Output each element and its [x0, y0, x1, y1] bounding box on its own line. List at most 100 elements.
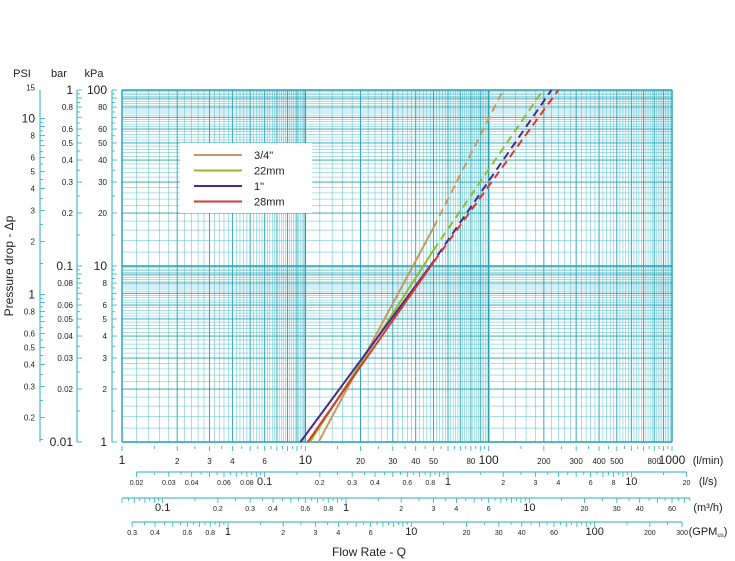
y-tick-label: 0.4	[62, 156, 74, 165]
y-tick-label: 5	[31, 167, 36, 176]
x-axis-title: Flow Rate - Q	[332, 545, 406, 559]
x-tick-label: 0.8	[425, 480, 435, 487]
y-tick-label: 8	[31, 131, 36, 140]
y-tick-label: 0.01	[50, 435, 74, 449]
x-tick-label: 500	[610, 457, 624, 466]
x-tick-label: 60	[668, 506, 676, 513]
series-line-solid	[306, 261, 435, 443]
x-tick-label: 300	[676, 530, 688, 537]
x-tick-label: 0.1	[155, 502, 170, 514]
y-axis-unit-label: kPa	[85, 68, 105, 80]
x-tick-label: 30	[613, 506, 621, 513]
x-tick-label: 6	[487, 506, 491, 513]
y-tick-label: 0.03	[57, 354, 73, 363]
series-line-dashed	[429, 89, 553, 267]
y-tick-label: 60	[98, 125, 107, 134]
x-tick-label: 0.4	[268, 506, 278, 513]
y-tick-label: 50	[98, 139, 107, 148]
x-tick-label: 4	[454, 506, 458, 513]
y-tick-label: 2	[103, 385, 108, 394]
y-tick-label: 1	[66, 83, 73, 97]
y-tick-label: 4	[31, 184, 36, 193]
x-tick-label: 1	[225, 526, 231, 538]
x-tick-label: 0.3	[127, 530, 137, 537]
y-tick-label: 0.5	[24, 343, 36, 352]
x-tick-label: 0.6	[402, 480, 412, 487]
y-tick-label: 0.3	[62, 178, 74, 187]
x-tick-label: 2	[175, 457, 180, 466]
y-tick-label: 0.06	[57, 301, 73, 310]
x-tick-label: 0.4	[370, 480, 380, 487]
x-axis-unit-label: (l/min)	[693, 455, 724, 467]
x-tick-label: 20	[683, 480, 691, 487]
x-tick-label: 6	[589, 480, 593, 487]
y-tick-label: 1	[28, 287, 35, 301]
y-tick-label: 80	[98, 103, 107, 112]
x-axis-unit-label: (GPMus)	[689, 526, 728, 539]
x-tick-label: 20	[463, 530, 471, 537]
series-line-solid	[317, 227, 435, 443]
x-tick-label: 1	[445, 476, 451, 488]
x-tick-label: 0.8	[323, 506, 333, 513]
x-tick-label: 8	[612, 480, 616, 487]
x-tick-label: 20	[356, 457, 365, 466]
x-tick-label: 4	[230, 457, 235, 466]
x-tick-label: 0.3	[347, 480, 357, 487]
y-tick-label: 100	[87, 83, 107, 97]
y-tick-label: 0.08	[57, 279, 73, 288]
x-tick-label: 30	[495, 530, 503, 537]
y-tick-label: 3	[31, 206, 36, 215]
x-axis-unit-subscript: us	[717, 533, 723, 539]
y-tick-label: 4	[103, 332, 108, 341]
x-tick-label: 10	[299, 453, 313, 467]
x-tick-label: 0.4	[150, 530, 160, 537]
y-tick-label: 0.1	[56, 259, 73, 273]
x-tick-label: 10	[523, 502, 535, 514]
series-line-dashed	[432, 89, 505, 229]
x-axis-unit-label: (m³/h)	[693, 502, 722, 514]
series-line-dashed	[432, 89, 544, 251]
x-tick-label: 800	[648, 457, 662, 466]
y-tick-label: 40	[98, 156, 107, 165]
x-tick-label: 30	[388, 457, 397, 466]
x-tick-label: 400	[592, 457, 606, 466]
x-tick-label: 4	[336, 530, 340, 537]
y-tick-label: 0.05	[57, 315, 73, 324]
x-tick-label: 80	[466, 457, 475, 466]
x-axis-unit-label: (l/s)	[699, 476, 717, 488]
chart-legend: 3/4" 22mm 1" 28mm	[180, 143, 312, 213]
y-tick-label: 6	[103, 301, 108, 310]
y-tick-label: 5	[103, 315, 108, 324]
y-tick-label: 3	[103, 354, 108, 363]
x-tick-label: 0.06	[217, 480, 231, 487]
x-tick-label: 300	[569, 457, 583, 466]
x-tick-label: 1	[343, 502, 349, 514]
x-tick-label: 10	[405, 526, 417, 538]
x-tick-label: 60	[550, 530, 558, 537]
y-tick-label: 0.02	[57, 385, 73, 394]
x-tick-label: 3	[432, 506, 436, 513]
y-tick-label: 0.8	[62, 103, 74, 112]
x-tick-label: 0.1	[257, 476, 272, 488]
x-axis-unit-close: )	[724, 526, 728, 538]
y-tick-label: 0.8	[24, 307, 36, 316]
y-tick-label: 0.2	[24, 413, 36, 422]
x-tick-label: 0.04	[185, 480, 199, 487]
x-tick-label: 2	[501, 480, 505, 487]
x-tick-label: 0.08	[240, 480, 254, 487]
x-tick-label: 100	[479, 453, 499, 467]
y-tick-label: 10	[94, 259, 108, 273]
x-tick-label: 4	[556, 480, 560, 487]
x-tick-label: 200	[644, 530, 656, 537]
x-tick-label: 40	[518, 530, 526, 537]
x-tick-label: 0.02	[130, 480, 144, 487]
x-tick-label: 0.6	[300, 506, 310, 513]
x-tick-label: 2	[399, 506, 403, 513]
legend-label: 28mm	[254, 197, 285, 209]
x-tick-label: 1	[119, 453, 126, 467]
y-tick-label: 0.6	[24, 329, 36, 338]
y-tick-label: 0.6	[62, 125, 74, 134]
y-axis-title: Pressure drop - Δp	[2, 215, 16, 316]
